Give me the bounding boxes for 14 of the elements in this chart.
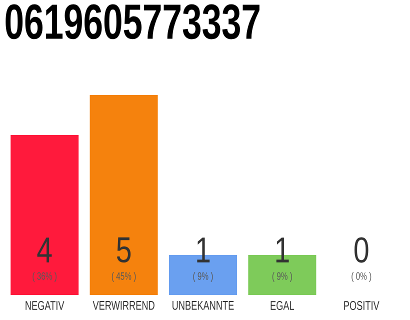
x-tick-label: NEGATIV xyxy=(26,301,64,310)
x-tick-label: POSITIV xyxy=(344,301,380,310)
chart-title: 0619605773337 xyxy=(6,4,260,40)
data-label: 4 xyxy=(37,238,52,262)
annotation: ( 9% ) xyxy=(193,272,213,282)
annotation: ( 0% ) xyxy=(352,272,372,282)
data-label: 5 xyxy=(116,237,131,263)
data-label: 0 xyxy=(354,237,368,263)
x-tick-label: UNBEKANNTE xyxy=(172,301,234,310)
annotation: ( 45% ) xyxy=(112,272,136,282)
annotation: ( 36% ) xyxy=(32,272,56,282)
x-tick-label: VERWIRREND xyxy=(92,301,154,310)
x-tick-label: EGAL xyxy=(270,301,294,310)
annotation: ( 9% ) xyxy=(272,272,292,282)
